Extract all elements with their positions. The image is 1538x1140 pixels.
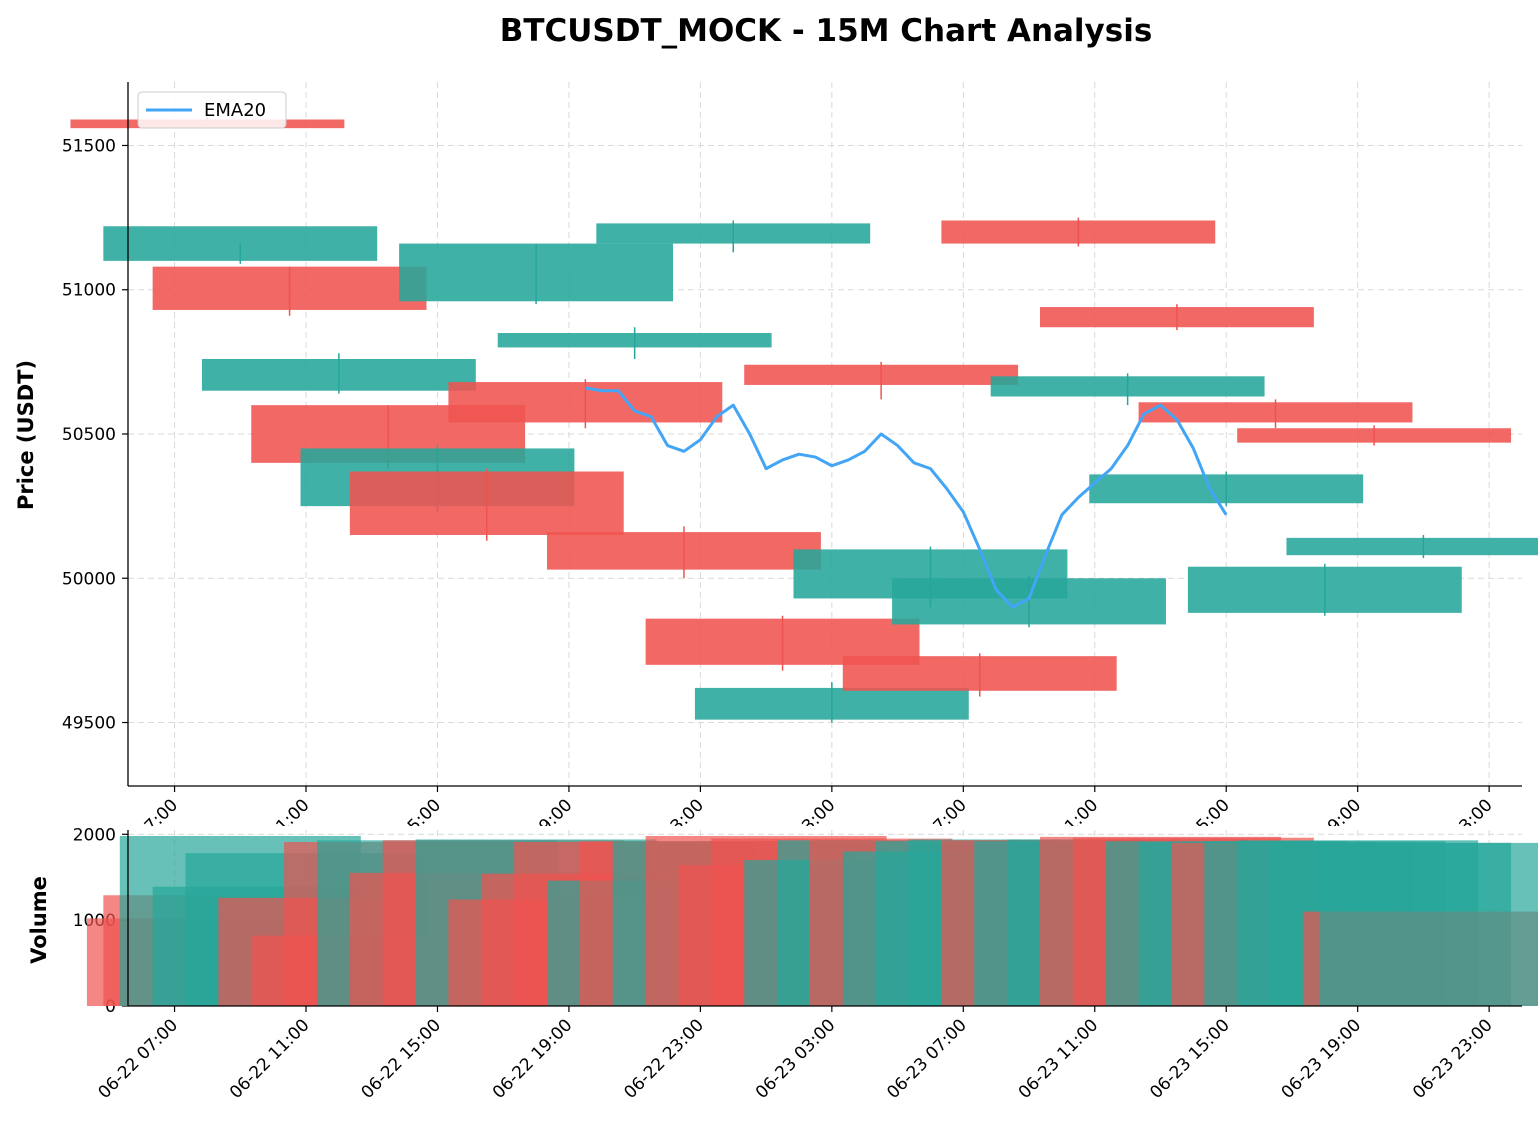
- price-y-tick-label: 51500: [62, 136, 116, 156]
- candle-body: [152, 266, 427, 310]
- ema20-line: [585, 386, 1228, 609]
- volume-y-tick-label: 0: [105, 997, 116, 1017]
- candle-body: [1237, 428, 1512, 443]
- legend: EMA20: [137, 91, 287, 129]
- candle-body: [596, 223, 871, 244]
- price-axis-label: Price (USDT): [14, 360, 38, 510]
- candle-body: [497, 333, 772, 348]
- candle-body: [1039, 307, 1314, 328]
- price-y-tick-label: 50500: [62, 425, 116, 445]
- volume-axis-label: Volume: [27, 876, 51, 964]
- candle-body: [1187, 566, 1462, 613]
- candle-body: [990, 376, 1265, 397]
- candle-body: [1089, 474, 1364, 504]
- candle-body: [941, 220, 1216, 244]
- price-y-tick-label: 50000: [62, 569, 116, 589]
- candle-body: [744, 364, 1019, 385]
- candle-body: [1286, 537, 1538, 556]
- candle-body: [399, 243, 674, 302]
- volume-y-tick-label: 2000: [73, 825, 116, 845]
- candle-body: [547, 532, 821, 570]
- volume-bar: [1319, 842, 1538, 1006]
- candle-body: [842, 656, 1117, 691]
- legend-box: [137, 91, 287, 129]
- candle-body: [103, 226, 378, 261]
- candle-body: [349, 471, 624, 535]
- price-y-tick-label: 49500: [62, 714, 116, 734]
- candle-body: [201, 358, 476, 391]
- chart-title: BTCUSDT_MOCK - 15M Chart Analysis: [500, 13, 1153, 49]
- candle-body: [892, 578, 1166, 625]
- legend-ema20-label: EMA20: [204, 100, 266, 121]
- price-y-tick-label: 51000: [62, 281, 116, 301]
- candle-body: [694, 687, 969, 720]
- candle-body: [1138, 402, 1413, 423]
